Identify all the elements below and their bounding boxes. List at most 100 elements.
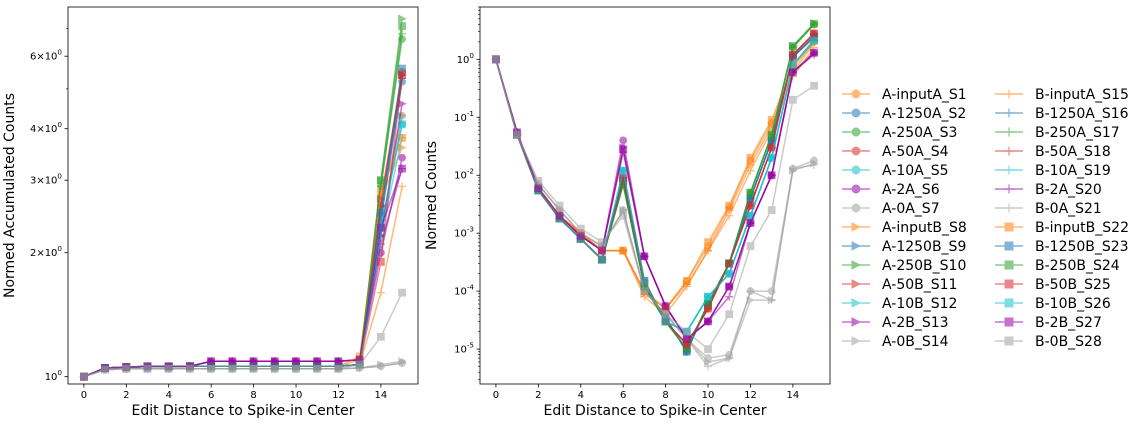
data-point [619,166,628,175]
data-point [810,48,818,57]
legend-item: B-inputB_S22 [995,220,1129,236]
legend-item: B-10A_S19 [995,163,1111,179]
legend-swatch [842,108,870,118]
legend-label: A-2A_S6 [882,182,940,198]
series-line [495,41,815,310]
legend-item: A-0A_S7 [842,201,940,217]
chart-legend: A-inputA_S1 A-1250A_S2 A-250A_S3 A-50A_S4 A-… [842,87,1129,350]
legend-swatch [995,241,1023,251]
data-point [376,332,385,341]
data-point [228,364,237,373]
data-point [576,224,585,233]
legend-item: A-inputB_S8 [842,220,967,236]
legend-label: B-250A_S17 [1035,125,1120,141]
legend-label: A-250B_S10 [882,258,966,274]
series-B-inputB_S22 [80,134,406,381]
legend-marker-circle [851,203,861,213]
legend-marker-plus [1004,203,1014,213]
series-line [495,59,815,359]
legend-item: B-10B_S26 [995,296,1111,312]
series-line [83,147,403,378]
data-point [398,182,407,191]
legend-marker-circle [851,146,861,156]
data-point [398,22,406,30]
series-line [83,74,403,378]
series-line [495,59,815,351]
series-line [83,168,403,378]
x-tick-label: 8 [662,390,668,401]
series-line [83,292,403,378]
legend-marker-square [1004,336,1014,346]
y-axis: 100 2×100 3×100 4×100 6×100 [30,28,68,383]
legend-swatch [995,260,1023,270]
x-tick-label: 6 [620,390,626,401]
data-point [746,242,755,250]
x-tick-label: 6 [208,390,214,401]
series-A-10B_S12 [80,111,407,381]
legend-marker-square [1004,260,1014,270]
legend-label: A-1250A_S2 [882,106,966,122]
data-point [767,171,776,180]
legend-marker-square [1004,279,1014,289]
data-point [398,120,406,129]
y-axis-label: Normed Accumulated Counts [2,93,18,298]
data-point [767,296,776,305]
series-line [83,71,403,378]
data-point [313,364,322,373]
series-B-0B_S28 [492,55,818,354]
legend-marker-square [1004,241,1014,251]
data-point [725,269,734,278]
legend-item: A-10B_S12 [842,296,957,312]
legend-item: A-2B_S13 [842,315,949,331]
data-point [767,143,776,152]
data-point [376,176,385,185]
legend-item: B-2A_S20 [995,182,1102,198]
data-point [810,19,818,28]
legend-item: A-1250A_S2 [842,106,966,122]
legend-swatch [995,317,1023,327]
y-tick-label: 6×100 [30,48,62,63]
y-tick-label: 4×100 [30,120,62,135]
data-point [270,357,279,366]
series-B-50B_S25 [80,71,406,381]
legend-swatch [842,336,870,346]
legend-label: A-250A_S3 [882,125,957,141]
legend-swatch [995,203,1023,213]
data-point [355,360,364,369]
data-point [810,29,818,38]
legend-item: B-250A_S17 [995,125,1120,141]
y-tick-label: 100 [45,368,63,383]
x-axis: 0 2 4 6 8 10 12 14 [81,384,387,401]
x-tick-label: 8 [250,390,256,401]
series-line [83,78,403,378]
series-line [83,68,403,378]
legend-swatch [995,146,1023,156]
data-point [492,55,500,64]
legend-marker-triangle-right [851,260,862,270]
data-point [598,238,606,247]
data-point [704,246,713,255]
legend-label: B-2B_S27 [1035,315,1102,331]
data-point [598,246,606,255]
legend-marker-circle [851,108,861,118]
data-point [376,288,385,297]
legend-swatch [842,279,870,289]
x-tick-label: 0 [493,390,499,401]
legend-label: A-50A_S4 [882,144,949,160]
legend-item: A-inputA_S1 [842,87,967,103]
data-point [398,358,407,367]
y-tick-label: 10-5 [454,341,474,356]
data-point [398,14,407,23]
series-line [83,75,403,378]
series-A-inputB_S8 [80,143,407,381]
y-tick-label: 100 [457,51,475,66]
series-A-250A_S3 [80,35,406,381]
series-line [83,157,403,378]
legend-marker-triangle-right [851,222,862,232]
legend-label: A-2B_S13 [882,315,949,331]
legend-marker-triangle-right [851,279,862,289]
series-A-50B_S11 [80,70,407,381]
data-point [292,357,300,366]
right-chart-panel: 0 2 4 6 8 10 12 14 10-5 10-4 10-3 10-2 10-1 100 Edit D… [424,6,831,419]
series-A-2A_S6 [80,153,406,381]
